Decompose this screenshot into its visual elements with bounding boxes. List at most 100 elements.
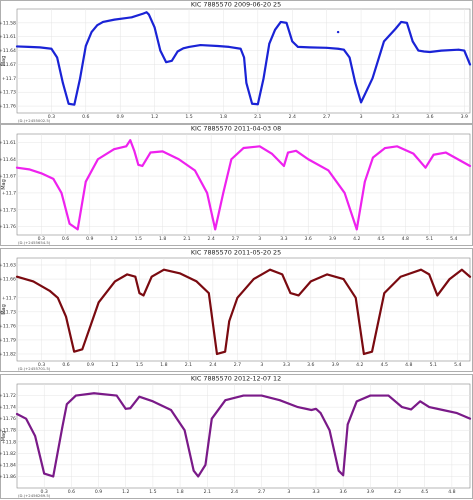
data-point <box>274 28 276 31</box>
data-point <box>199 44 202 46</box>
x-offset-note: (D.)+2456269.5) <box>18 493 51 498</box>
data-point <box>371 77 374 80</box>
data-point <box>279 21 282 23</box>
x-offset-note: (D.)+2455654.5) <box>18 240 51 245</box>
data-point <box>165 61 167 64</box>
x-offset-note: (D.)+2455701.5) <box>18 366 51 371</box>
data-point <box>90 31 93 34</box>
data-point <box>258 145 261 148</box>
data-point <box>423 50 426 53</box>
data-point <box>43 472 46 475</box>
data-point <box>188 46 190 48</box>
data-point <box>210 417 213 420</box>
x-tick-label: 3 <box>260 362 263 368</box>
x-tick-label: 4.8 <box>402 236 409 242</box>
data-point <box>163 268 165 271</box>
x-tick-label: 5.4 <box>454 362 461 368</box>
data-point <box>39 46 41 49</box>
x-tick-label: 3.9 <box>332 362 339 368</box>
data-point <box>262 77 265 80</box>
data-point <box>252 278 255 280</box>
data-point <box>354 82 357 84</box>
x-tick-label: 4.2 <box>353 236 360 242</box>
data-point <box>412 152 415 155</box>
data-point <box>76 228 79 231</box>
data-point <box>16 413 18 415</box>
y-axis-label: Mag <box>1 56 7 67</box>
data-point <box>444 151 447 154</box>
data-point <box>420 268 422 271</box>
data-point <box>61 82 64 84</box>
data-point <box>394 27 397 30</box>
chart-title: KIC 7885570 2012-12-07 12 <box>191 375 281 383</box>
data-point <box>150 275 153 278</box>
chart-panel-2: KIC 7885570 2011-04-03 08 0.3 0.6 0.9 1.2 1.5… <box>0 124 473 246</box>
data-point <box>214 228 217 231</box>
data-point <box>207 292 210 295</box>
x-tick-label: 3.3 <box>283 362 290 368</box>
data-point <box>25 417 27 420</box>
data-point <box>256 103 259 106</box>
data-point <box>129 407 132 410</box>
x-tick-label: 1.5 <box>136 362 143 368</box>
data-point <box>291 40 294 43</box>
x-tick-label: 4.2 <box>394 489 401 495</box>
data-point <box>79 77 81 80</box>
data-point <box>28 168 31 171</box>
data-point <box>149 151 152 154</box>
data-point <box>176 50 179 53</box>
x-tick-label: 3.3 <box>312 489 319 495</box>
y-tick-label: +11.74 <box>0 405 16 411</box>
y-tick-label: +11.61 <box>0 140 16 146</box>
data-point <box>228 320 231 323</box>
y-tick-label: +11.58 <box>0 20 16 26</box>
x-tick-label: 3 <box>360 114 363 120</box>
data-point <box>142 12 145 15</box>
data-point <box>126 273 129 276</box>
data-point <box>281 273 284 276</box>
y-tick-label: +11.64 <box>0 157 16 163</box>
data-point <box>34 435 37 437</box>
data-point <box>343 192 346 194</box>
data-point <box>342 278 345 280</box>
x-tick-label: 4.5 <box>381 362 388 368</box>
chart-title: KIC 7885570 2009-06-20 25 <box>191 1 281 9</box>
data-point <box>360 101 362 104</box>
data-point <box>243 56 245 59</box>
x-tick-label: 0.9 <box>87 362 94 368</box>
data-point <box>310 409 313 411</box>
data-point <box>195 280 198 283</box>
y-tick-label: +11.76 <box>0 104 16 110</box>
x-tick-label: 3.6 <box>305 236 312 242</box>
data-point <box>125 145 128 148</box>
data-point <box>400 21 403 23</box>
data-point <box>242 394 245 397</box>
light-curve-line <box>15 392 472 478</box>
y-tick-label: +11.7 <box>2 295 16 301</box>
x-tick-label: 4.2 <box>356 362 363 368</box>
x-tick-label: 2.4 <box>209 362 216 368</box>
y-tick-label: +11.7 <box>2 190 16 196</box>
x-tick-label: 0.6 <box>62 236 69 242</box>
chart-panel-4: KIC 7885570 2012-12-07 12 0.3 0.6 0.9 1.2 1.5… <box>0 374 473 499</box>
data-point <box>456 158 459 161</box>
x-tick-label: 5.1 <box>430 362 437 368</box>
chart-title: KIC 7885570 2011-04-03 08 <box>191 125 281 133</box>
data-point <box>245 82 248 84</box>
data-point <box>371 350 373 353</box>
data-point <box>327 169 330 172</box>
data-point <box>159 49 162 52</box>
data-point <box>419 400 422 403</box>
plot-area <box>16 133 471 236</box>
x-tick-label: 0.3 <box>41 489 48 495</box>
x-tick-label: 3 <box>258 236 261 242</box>
data-point <box>362 353 365 355</box>
data-point <box>309 280 312 283</box>
data-point <box>325 46 328 49</box>
data-point <box>56 296 59 299</box>
data-point <box>469 417 471 420</box>
x-tick-label: 4.5 <box>421 489 428 495</box>
data-point <box>457 48 460 51</box>
outlier-point <box>336 30 340 34</box>
x-tick-label: 3.9 <box>329 236 336 242</box>
